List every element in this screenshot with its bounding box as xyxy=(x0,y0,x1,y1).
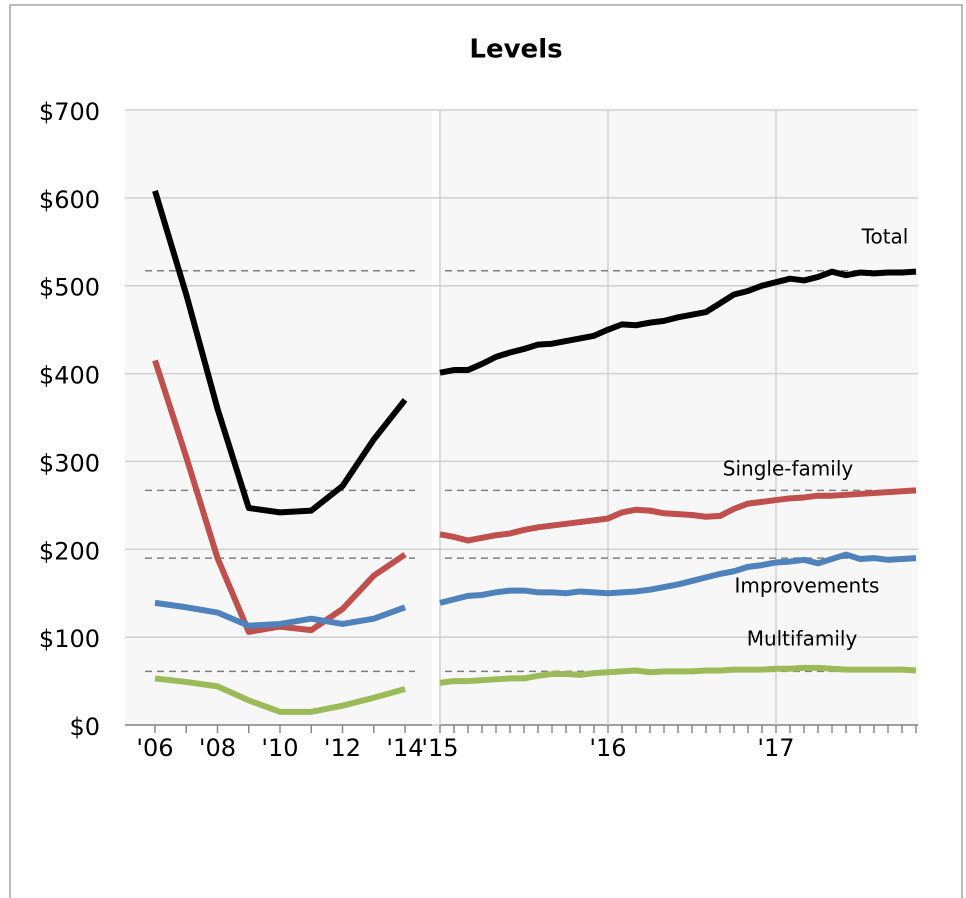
series-label: Multifamily xyxy=(747,627,858,651)
chart-title: Levels xyxy=(469,35,562,65)
x-tick-label: '17 xyxy=(757,734,794,762)
series-line xyxy=(154,675,406,715)
series-line xyxy=(154,599,407,629)
y-tick-label: $300 xyxy=(39,449,100,477)
series-line xyxy=(439,487,917,544)
x-tick-label: '14 xyxy=(386,734,423,762)
y-tick-label: $100 xyxy=(39,625,100,653)
x-tick-label: '08 xyxy=(199,734,236,762)
y-tick-label: $0 xyxy=(69,713,100,741)
y-tick-label: $700 xyxy=(39,98,100,126)
series-label: Total xyxy=(861,225,909,249)
series-label: Single-family xyxy=(723,457,854,481)
x-tick-label: '12 xyxy=(324,734,361,762)
plot-area xyxy=(440,110,918,725)
y-tick-label: $500 xyxy=(39,274,100,302)
y-tick-label: $200 xyxy=(39,537,100,565)
x-tick-label: '16 xyxy=(589,734,626,762)
series-line xyxy=(439,551,917,606)
x-tick-label: '06 xyxy=(136,734,173,762)
series-line xyxy=(152,189,408,516)
y-tick-label: $600 xyxy=(39,186,100,214)
series-label: Improvements xyxy=(735,574,880,598)
y-tick-label: $400 xyxy=(39,362,100,390)
x-tick-label: '15 xyxy=(421,734,458,762)
series-line xyxy=(439,664,917,686)
x-tick-label: '10 xyxy=(261,734,298,762)
series-line xyxy=(439,268,917,376)
